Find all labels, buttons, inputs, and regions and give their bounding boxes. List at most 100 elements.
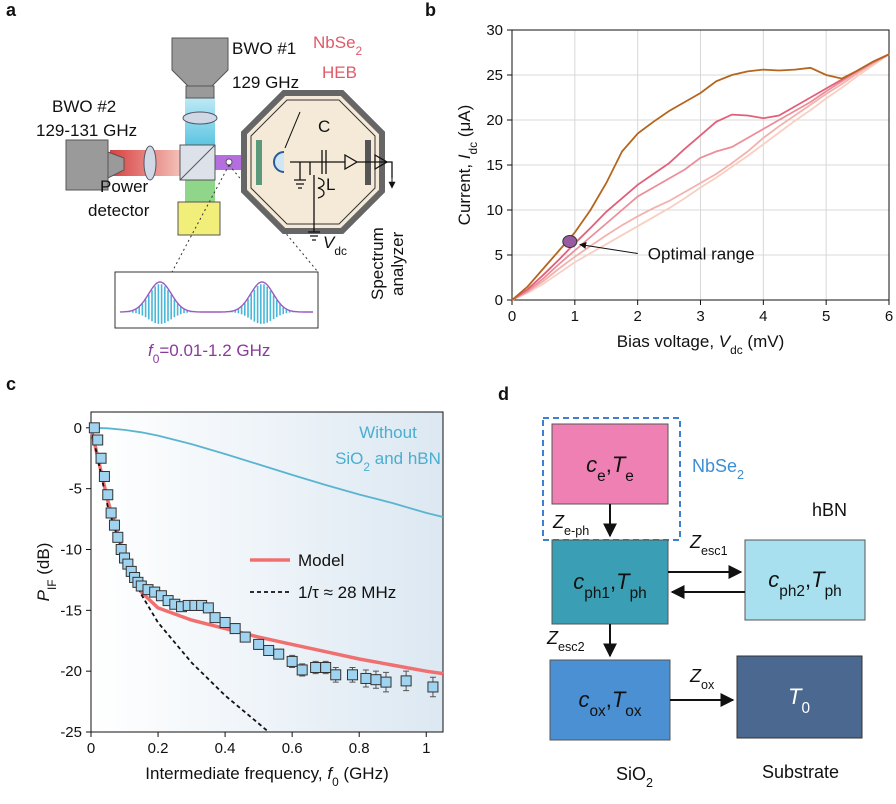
text-part: V — [323, 233, 336, 252]
text-part: 2 — [356, 44, 363, 58]
node-label: cph2,Tph — [768, 567, 841, 600]
y-tick-label: -10 — [60, 541, 82, 558]
bwo-source — [185, 85, 215, 99]
node — [744, 539, 866, 621]
text-part: Current, — [455, 159, 474, 225]
text-part: SiO — [616, 764, 646, 784]
text-part: ph2 — [779, 583, 805, 600]
x-tick-label: 0 — [508, 308, 516, 325]
label: BWO #1 — [232, 39, 296, 58]
data-point — [253, 638, 265, 650]
probe-point — [225, 158, 233, 166]
pointer — [284, 111, 301, 149]
beam-splitter — [179, 144, 216, 181]
data-point — [400, 675, 412, 687]
x-axis-label: Bias voltage, Vdc (mV) — [617, 332, 785, 357]
x-tick-label: 0.6 — [282, 740, 303, 757]
plot-frame — [90, 411, 444, 733]
label: 129 GHz — [232, 73, 299, 92]
material-label: hBN — [812, 500, 847, 520]
node — [551, 539, 669, 625]
data-point — [105, 507, 117, 519]
text-part: SiO — [335, 449, 363, 468]
edge-label: Zox — [689, 666, 715, 692]
text-part: NbSe — [313, 33, 356, 52]
window — [256, 140, 262, 185]
node — [549, 659, 671, 741]
envelope — [120, 281, 313, 313]
text-part: ox — [589, 703, 606, 720]
y-tick-label: -25 — [60, 724, 82, 741]
text-part: e-ph — [564, 524, 589, 538]
label: HEB — [322, 63, 357, 82]
text-part: e — [625, 468, 634, 485]
node-label: ce,Te — [586, 452, 634, 485]
data-point — [273, 648, 285, 660]
node-label: cph1,Tph — [573, 569, 646, 602]
y-tick-label: 0 — [74, 420, 82, 437]
text-part: IF — [45, 579, 59, 590]
label: analyzer — [388, 231, 407, 296]
data-point — [102, 489, 114, 501]
zoom-line — [171, 164, 230, 273]
text-part: (mV) — [743, 332, 785, 351]
material-label: NbSe2 — [692, 456, 744, 482]
node-label: T0 — [788, 684, 810, 717]
text-part: Z — [689, 666, 702, 686]
text-part: c — [578, 687, 589, 712]
y-tick-label: 20 — [486, 112, 503, 129]
text-part: V — [719, 332, 732, 351]
text-part: Bias voltage, — [617, 332, 719, 351]
line — [511, 53, 890, 301]
chart: 0 1 2 3 4 5 6 0 5 10 15 20 25 30 Bias voltage, Vdc (mV… — [455, 22, 893, 357]
legend-label: Model — [298, 551, 344, 570]
chart: 0 0.2 0.4 0.6 0.8 1 0 -5 -10 -15 -20 -25 Intermediat… — [34, 411, 444, 789]
beam — [185, 180, 215, 202]
wave-packet — [119, 281, 313, 324]
line — [511, 53, 890, 301]
text-part: Z — [689, 532, 702, 552]
edge-label: Ze-ph — [552, 512, 589, 538]
text-part: Z — [546, 628, 559, 648]
data-point — [286, 655, 298, 667]
material-label: SiO2 — [616, 764, 653, 790]
data-point — [380, 676, 392, 688]
material-label: Substrate — [762, 762, 839, 782]
text-part: (μA) — [455, 105, 474, 142]
text-part: 0 — [332, 775, 339, 789]
data-point — [112, 531, 124, 543]
text-part: 2 — [737, 468, 744, 482]
panel-label: c — [6, 374, 16, 394]
text-part: esc2 — [558, 640, 585, 654]
text-part: T — [788, 684, 803, 709]
label: Vdc — [323, 233, 347, 258]
y-tick-label: 25 — [486, 67, 503, 84]
text-part: ox — [625, 703, 642, 720]
text-part: ph — [825, 583, 842, 600]
annotation: SiO2 and hBN — [335, 449, 441, 474]
node-label: cox,Tox — [578, 687, 641, 720]
annotation: Without — [359, 423, 417, 442]
data-point — [330, 669, 342, 681]
y-axis-label: PIF (dB) — [34, 543, 59, 602]
zoom-line — [228, 164, 319, 273]
text-part: P — [34, 589, 53, 601]
text-part: T — [616, 569, 631, 594]
data-point — [346, 669, 358, 681]
data-point — [108, 519, 120, 531]
x-tick-label: 0 — [87, 740, 95, 757]
text-part: T — [811, 567, 826, 592]
line — [90, 427, 270, 733]
data-point — [219, 616, 231, 628]
edge-label: Zesc2 — [546, 628, 585, 654]
y-tick-label: 5 — [495, 247, 503, 264]
label: L — [326, 175, 335, 194]
y-axis-label: Current, Idc (μA) — [455, 105, 480, 226]
text-part: c — [586, 452, 597, 477]
text-part: (GHz) — [339, 764, 389, 783]
text-part: 2 — [363, 460, 370, 474]
circuit — [290, 150, 393, 241]
data-point — [88, 422, 100, 434]
label: Spectrum — [368, 227, 387, 300]
